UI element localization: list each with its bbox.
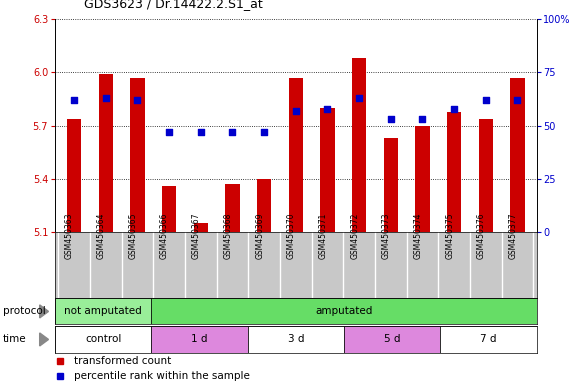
Text: GSM450375: GSM450375 <box>445 213 454 260</box>
Bar <box>320 108 335 232</box>
Bar <box>257 179 271 232</box>
Point <box>513 97 522 103</box>
Text: GSM450377: GSM450377 <box>509 213 517 260</box>
Text: GSM450367: GSM450367 <box>192 213 201 260</box>
Bar <box>289 78 303 232</box>
Bar <box>151 326 248 353</box>
Text: GSM450366: GSM450366 <box>160 213 169 260</box>
Text: 1 d: 1 d <box>191 334 208 344</box>
Text: not amputated: not amputated <box>64 306 142 316</box>
Point <box>386 116 396 122</box>
Text: amputated: amputated <box>316 306 372 316</box>
Polygon shape <box>39 305 49 318</box>
Text: GSM450368: GSM450368 <box>223 213 233 260</box>
Point <box>481 97 491 103</box>
Bar <box>67 119 81 232</box>
Text: GSM450376: GSM450376 <box>477 213 486 260</box>
Point <box>165 129 174 135</box>
Text: GDS3623 / Dr.14422.2.S1_at: GDS3623 / Dr.14422.2.S1_at <box>84 0 263 10</box>
Bar <box>440 326 536 353</box>
Text: transformed count: transformed count <box>74 356 172 366</box>
Text: 7 d: 7 d <box>480 334 496 344</box>
Bar <box>384 138 398 232</box>
Bar <box>248 326 344 353</box>
Bar <box>151 298 536 324</box>
Point <box>133 97 142 103</box>
Text: GSM450370: GSM450370 <box>287 213 296 260</box>
Bar <box>55 326 151 353</box>
Bar <box>510 78 525 232</box>
Bar <box>130 78 144 232</box>
Bar <box>352 58 366 232</box>
Text: 3 d: 3 d <box>288 334 304 344</box>
Point <box>101 95 110 101</box>
Text: 5 d: 5 d <box>384 334 400 344</box>
Point <box>418 116 427 122</box>
Point <box>323 106 332 112</box>
Text: percentile rank within the sample: percentile rank within the sample <box>74 371 250 381</box>
Point <box>259 129 269 135</box>
Point <box>228 129 237 135</box>
Bar <box>447 111 461 232</box>
Point <box>291 108 300 114</box>
Text: GSM450372: GSM450372 <box>350 213 359 260</box>
Text: GSM450363: GSM450363 <box>65 213 74 260</box>
Bar <box>162 186 176 232</box>
Text: time: time <box>3 334 27 344</box>
Point <box>354 95 364 101</box>
Text: GSM450374: GSM450374 <box>414 213 422 260</box>
Bar <box>478 119 493 232</box>
Bar <box>344 326 440 353</box>
Bar <box>99 74 113 232</box>
Text: GSM450364: GSM450364 <box>97 213 106 260</box>
Text: GSM450365: GSM450365 <box>128 213 137 260</box>
Text: control: control <box>85 334 121 344</box>
Text: GSM450373: GSM450373 <box>382 213 391 260</box>
Text: protocol: protocol <box>3 306 46 316</box>
Bar <box>55 298 151 324</box>
Point <box>450 106 459 112</box>
Point <box>196 129 205 135</box>
Point <box>70 97 79 103</box>
Bar <box>415 126 430 232</box>
Bar <box>226 184 240 232</box>
Bar <box>194 223 208 232</box>
Text: GSM450371: GSM450371 <box>318 213 328 260</box>
Polygon shape <box>39 333 49 346</box>
Text: GSM450369: GSM450369 <box>255 213 264 260</box>
